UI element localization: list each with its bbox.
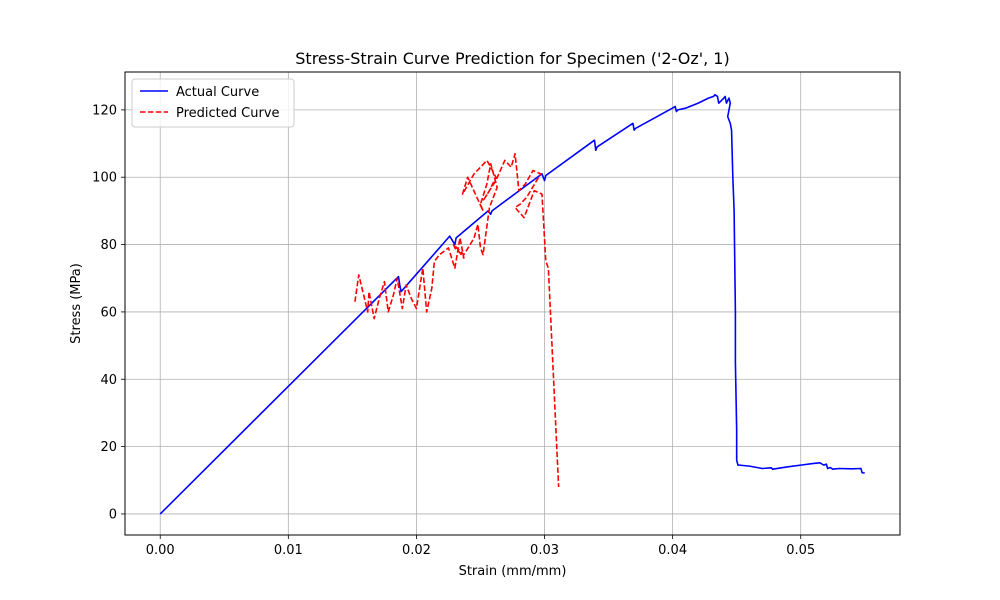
- x-tick-label: 0.00: [146, 543, 175, 558]
- x-tick-label: 0.01: [274, 543, 303, 558]
- y-tick-label: 20: [100, 440, 117, 455]
- y-axis-label: Stress (MPa): [69, 263, 84, 344]
- legend-box: [131, 78, 295, 128]
- y-tick-label: 120: [92, 103, 117, 118]
- x-axis-label: Strain (mm/mm): [459, 564, 567, 579]
- y-tick-label: 40: [100, 373, 117, 388]
- y-tick-label: 60: [100, 305, 117, 320]
- axis-ticks: 0.00 0.01 0.02 0.03 0.04 0.05 0 20 40 60 80 100 120: [92, 103, 815, 558]
- plot-area-frame: [124, 71, 901, 536]
- actual-curve-line: [159, 93, 865, 515]
- y-tick-label: 0: [109, 507, 117, 522]
- x-tick-label: 0.03: [530, 543, 559, 558]
- legend-label-predicted: Predicted Curve: [176, 106, 280, 121]
- chart-title: Stress-Strain Curve Prediction for Speci…: [295, 49, 729, 68]
- legend-label-actual: Actual Curve: [176, 85, 259, 100]
- legend: Actual Curve Predicted Curve: [131, 78, 295, 128]
- y-tick-label: 80: [100, 238, 117, 253]
- x-tick-label: 0.04: [658, 543, 687, 558]
- x-tick-label: 0.05: [786, 543, 815, 558]
- x-tick-label: 0.02: [402, 543, 431, 558]
- predicted-curve-line: [354, 152, 560, 488]
- plot-series: [159, 93, 865, 515]
- y-tick-label: 100: [92, 171, 117, 186]
